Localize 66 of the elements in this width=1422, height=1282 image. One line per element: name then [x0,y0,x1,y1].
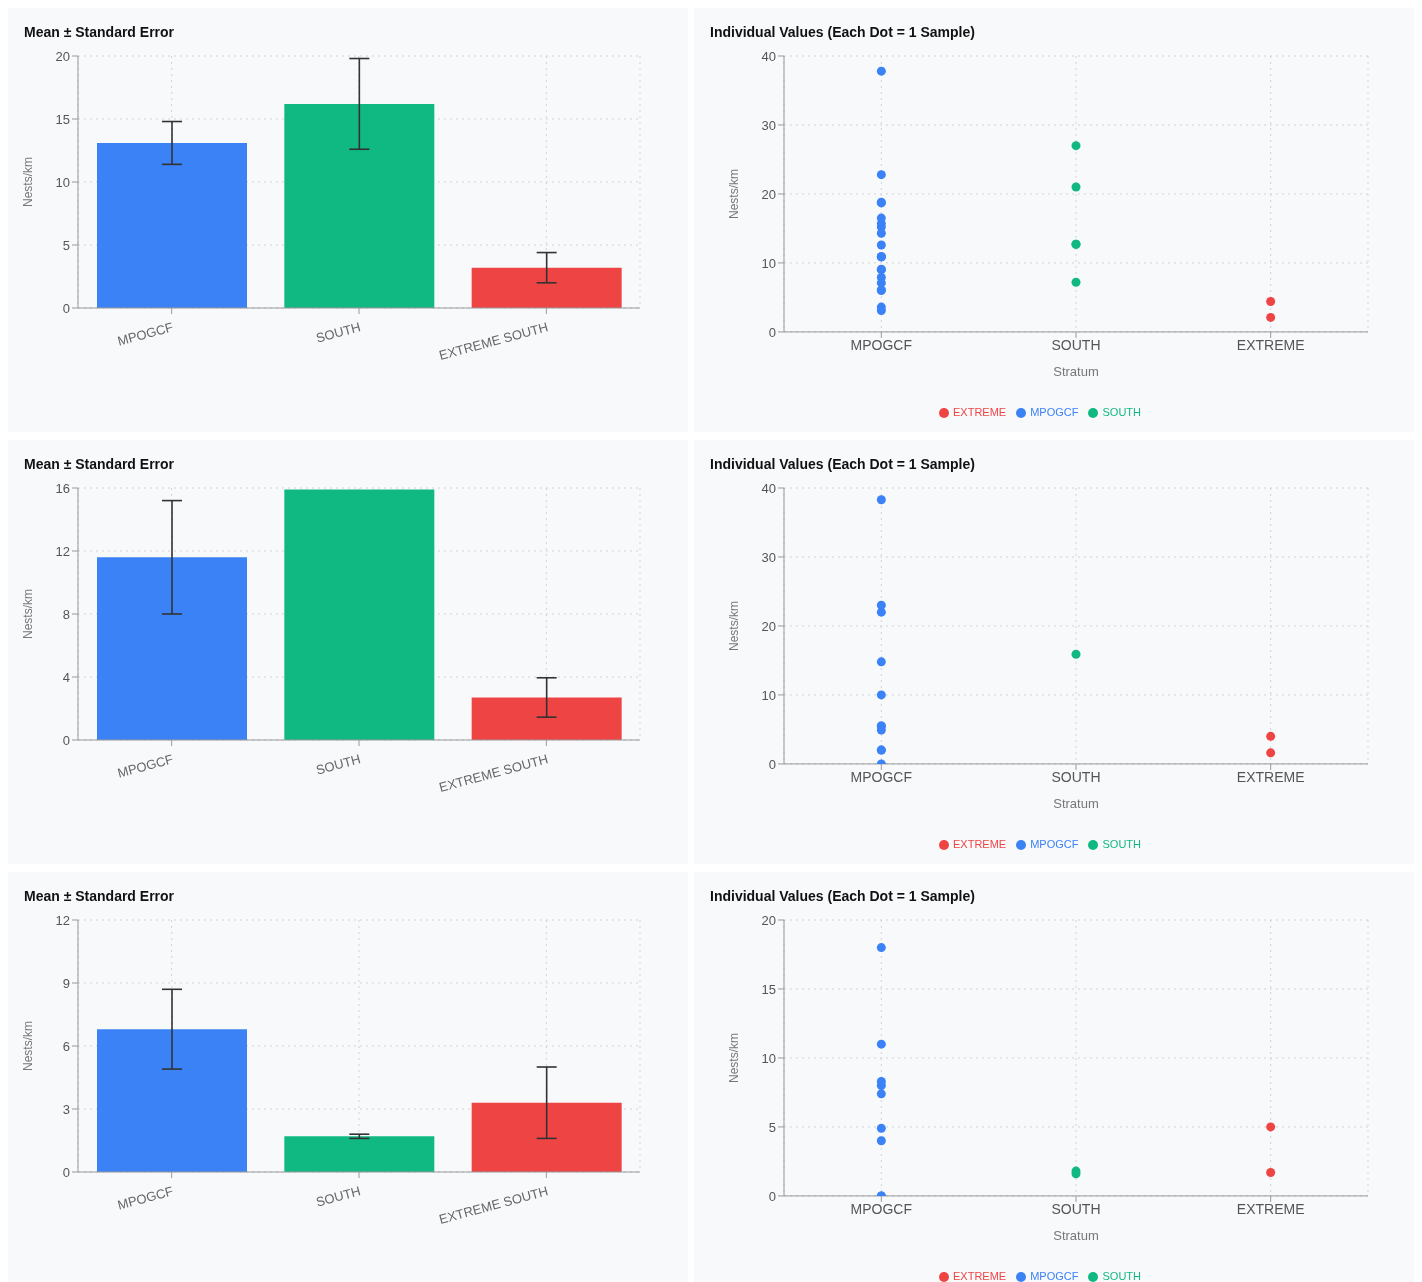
y-tick-label: 10 [761,1050,776,1066]
x-tick-label: SOUTH [314,1183,363,1210]
x-tick-label: SOUTH [1051,1200,1101,1217]
x-tick-label: SOUTH [1051,768,1101,785]
y-tick-label: 30 [761,549,776,565]
x-tick-label: EXTREME [1236,336,1305,353]
y-tick-label: 4 [62,669,70,685]
legend-label: SOUTH [1102,1269,1141,1282]
x-tick-label: MPOGCF [850,1200,913,1217]
y-tick-label: 5 [768,1119,776,1135]
y-tick-label: 5 [62,237,70,253]
y-tick-label: 0 [62,300,70,316]
legend-label: EXTREME [953,1269,1007,1282]
y-axis-title: Nests/km [21,156,36,208]
x-tick-label: SOUTH [1051,336,1101,353]
x-axis-title: Stratum [1053,1227,1099,1243]
y-tick-label: 12 [55,543,70,559]
x-tick-label: EXTREME [1236,1200,1305,1217]
y-axis-title: Nests/km [21,1020,36,1072]
y-tick-label: 6 [62,1038,70,1054]
x-tick-label: EXTREME [1236,768,1305,785]
chart-title: Individual Values (Each Dot = 1 Sample) [710,456,976,472]
y-tick-label: 16 [55,480,70,496]
y-tick-label: 20 [55,48,70,64]
chart-title: Mean ± Standard Error [24,24,176,40]
y-tick-label: 0 [768,1188,776,1204]
y-tick-label: 20 [761,912,776,928]
x-tick-label: SOUTH [314,319,363,346]
legend-label: MPOGCF [1030,405,1079,418]
x-tick-label: MPOGCF [850,768,913,785]
y-tick-label: 15 [55,111,70,127]
y-tick-label: 9 [62,975,70,991]
x-axis-title: Stratum [1053,363,1099,379]
y-tick-label: 0 [768,756,776,772]
y-tick-label: 3 [62,1101,70,1117]
y-tick-label: 20 [761,618,776,634]
y-tick-label: 15 [761,981,776,997]
y-tick-label: 0 [768,324,776,340]
x-axis-title: Stratum [1053,795,1099,811]
y-axis-title: Nests/km [21,588,36,640]
y-tick-label: 10 [55,174,70,190]
legend-label: SOUTH [1102,837,1141,850]
chart-title: Individual Values (Each Dot = 1 Sample) [710,888,976,904]
legend-label: EXTREME [953,837,1007,850]
y-tick-label: 40 [761,48,776,64]
y-tick-label: 20 [761,186,776,202]
chart-title: Individual Values (Each Dot = 1 Sample) [710,24,976,40]
legend-label: MPOGCF [1030,1269,1079,1282]
y-tick-label: 10 [761,687,776,703]
y-tick-label: 0 [62,1164,70,1180]
legend-label: EXTREME [953,405,1007,418]
y-axis-title: Nests/km [727,168,742,219]
y-axis-title: Nests/km [727,1032,742,1083]
y-tick-label: 10 [761,255,776,271]
legend-label: SOUTH [1102,405,1141,418]
y-tick-label: 0 [62,732,70,748]
y-tick-label: 30 [761,117,776,133]
y-tick-label: 40 [761,480,776,496]
y-axis-title: Nests/km [727,600,742,651]
x-tick-label: SOUTH [314,751,363,778]
legend-label: MPOGCF [1030,837,1079,850]
chart-title: Mean ± Standard Error [24,888,176,904]
y-tick-label: 8 [62,606,70,622]
chart-title: Mean ± Standard Error [24,456,176,472]
y-tick-label: 12 [55,912,70,928]
x-tick-label: MPOGCF [850,336,913,353]
